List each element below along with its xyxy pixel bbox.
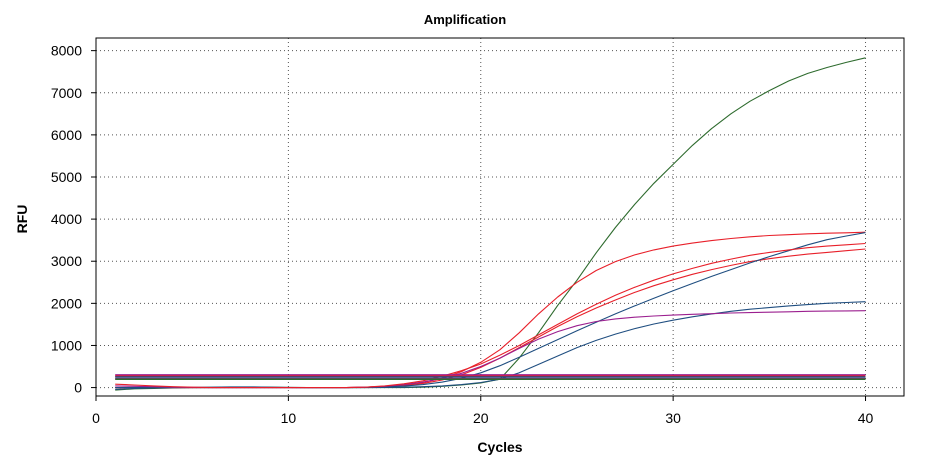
y-tick-label: 4000 xyxy=(51,211,82,227)
series-lines xyxy=(115,57,866,391)
series-line-5 xyxy=(115,301,866,390)
x-tick-label: 10 xyxy=(281,410,297,426)
series-line-3 xyxy=(115,248,866,389)
x-tick-label: 30 xyxy=(665,410,681,426)
series-line-4 xyxy=(115,232,866,389)
chart-title: Amplification xyxy=(424,12,506,27)
y-tick-label: 8000 xyxy=(51,43,82,59)
axis-ticks: 0 10 20 30 40 0 1000 2000 3000 4000 5000 6000 7000 80… xyxy=(51,43,874,426)
x-tick-label: 20 xyxy=(473,410,489,426)
series-line-2 xyxy=(115,231,866,389)
y-axis-label: RFU xyxy=(14,205,30,234)
series-line-1 xyxy=(115,57,866,391)
y-tick-label: 2000 xyxy=(51,295,82,311)
y-tick-label: 3000 xyxy=(51,253,82,269)
x-axis-label: Cycles xyxy=(477,439,522,455)
grid-lines xyxy=(96,38,904,396)
y-tick-label: 7000 xyxy=(51,85,82,101)
y-tick-label: 1000 xyxy=(51,337,82,353)
x-tick-label: 40 xyxy=(858,410,874,426)
series-line-7 xyxy=(115,242,866,389)
plot-area xyxy=(95,37,905,397)
x-tick-label: 0 xyxy=(92,410,100,426)
y-tick-label: 5000 xyxy=(51,169,82,185)
y-tick-label: 6000 xyxy=(51,127,82,143)
y-tick-label: 0 xyxy=(74,380,82,396)
